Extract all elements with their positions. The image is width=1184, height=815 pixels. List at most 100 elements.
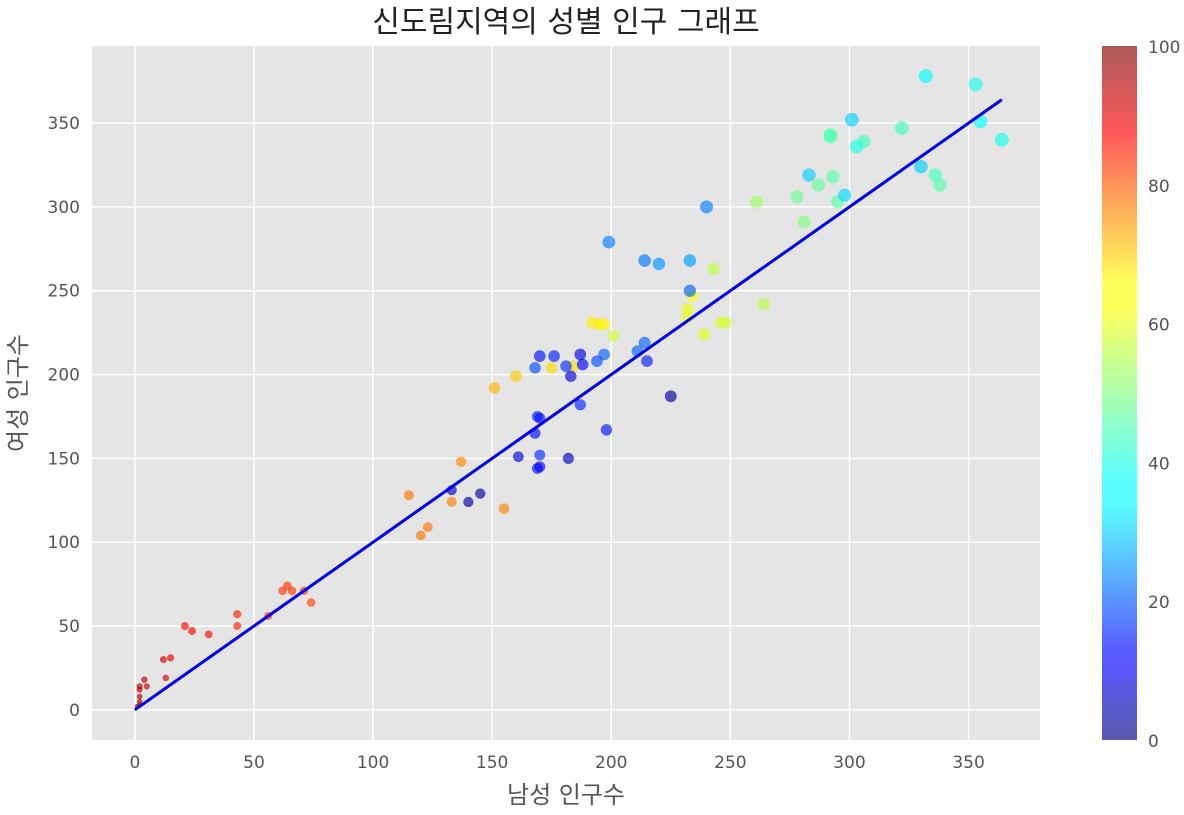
colorbar-tick-label: 60: [1148, 316, 1170, 336]
data-point: [707, 262, 720, 276]
data-point: [638, 336, 651, 349]
data-point: [188, 627, 196, 635]
x-axis-label: 남성 인구수: [507, 781, 625, 809]
data-point: [918, 69, 933, 84]
data-point: [844, 112, 859, 127]
data-point: [797, 215, 811, 229]
data-point: [233, 622, 242, 630]
data-point: [750, 195, 764, 209]
x-tick-label: 150: [476, 753, 508, 773]
data-point: [641, 355, 653, 368]
data-point: [159, 655, 168, 664]
data-point: [455, 456, 467, 467]
data-point: [233, 610, 242, 619]
data-point: [498, 503, 510, 514]
colorbar-tick-label: 20: [1148, 593, 1170, 613]
data-point: [143, 683, 150, 690]
data-point: [811, 178, 826, 192]
data-point: [849, 139, 864, 154]
data-point: [415, 530, 426, 541]
data-point: [683, 254, 697, 267]
colorbar: [1102, 46, 1137, 740]
y-axis-label: 여성 인구수: [4, 334, 32, 452]
data-point: [968, 77, 983, 92]
data-point: [598, 318, 611, 331]
data-point: [652, 257, 666, 271]
data-point: [136, 698, 143, 705]
data-point: [698, 328, 711, 341]
data-points: [134, 69, 1009, 710]
colorbar-tick-label: 0: [1148, 732, 1159, 752]
data-point: [894, 121, 909, 136]
y-tick-label: 0: [69, 701, 80, 721]
y-tick-label: 150: [48, 449, 80, 469]
data-point: [136, 683, 143, 690]
data-point: [422, 522, 433, 533]
x-tick-label: 100: [357, 753, 389, 773]
y-tick-label: 200: [48, 366, 80, 386]
data-point: [602, 235, 616, 249]
data-point: [488, 382, 501, 394]
x-tick-label: 200: [595, 753, 627, 773]
data-point: [141, 676, 148, 683]
data-point: [534, 412, 546, 424]
y-tick-label: 350: [48, 114, 80, 134]
y-tick-label: 50: [58, 617, 80, 637]
plot-area: [92, 46, 1040, 740]
data-point: [565, 370, 577, 382]
data-point: [574, 348, 587, 361]
x-tick-label: 50: [243, 753, 265, 773]
data-point: [928, 168, 942, 182]
data-point: [306, 598, 316, 607]
data-point: [560, 360, 572, 372]
x-tick-label: 300: [833, 753, 865, 773]
x-tick-label: 0: [129, 753, 140, 773]
data-point: [719, 316, 732, 329]
colorbar-tick-label: 100: [1148, 38, 1180, 58]
data-point: [574, 399, 586, 411]
data-point: [994, 132, 1009, 147]
y-tick-label: 300: [48, 198, 80, 218]
data-point: [683, 284, 697, 297]
data-point: [562, 452, 574, 464]
data-point: [475, 488, 486, 499]
data-point: [510, 370, 522, 382]
data-point: [933, 178, 947, 192]
data-point: [757, 297, 770, 311]
y-tick-labels: 0 50 100 150 200 250 300 350: [48, 114, 80, 721]
data-point: [529, 362, 541, 374]
data-point: [545, 362, 558, 374]
data-point: [802, 168, 816, 182]
data-point: [287, 586, 297, 596]
data-point: [700, 200, 714, 214]
data-point: [446, 496, 457, 508]
data-point: [548, 350, 560, 362]
colorbar-tick-label: 80: [1148, 177, 1170, 197]
data-point: [204, 630, 213, 639]
data-point: [790, 190, 804, 204]
data-point: [823, 129, 838, 144]
x-tick-labels: 0 50 100 150 200 250 300 350: [129, 753, 984, 773]
data-point: [180, 622, 189, 630]
data-point: [638, 254, 651, 267]
data-point: [838, 188, 852, 202]
data-point: [534, 461, 546, 473]
data-point: [576, 358, 589, 371]
reference-line: [134, 98, 1003, 712]
y-tick-label: 100: [48, 533, 80, 553]
colorbar-tick-labels: 0 20 40 60 80 100: [1148, 38, 1180, 752]
data-point: [664, 390, 677, 403]
data-point: [512, 451, 524, 463]
x-tick-label: 250: [714, 753, 746, 773]
data-point: [463, 496, 474, 508]
data-point: [914, 159, 928, 174]
data-point: [533, 350, 546, 362]
chart-title: 신도림지역의 성별 인구 그래프: [372, 5, 759, 40]
data-point: [591, 355, 603, 367]
data-point: [167, 654, 175, 662]
data-point: [534, 449, 546, 461]
data-point: [826, 170, 840, 184]
data-point: [136, 693, 143, 700]
colorbar-tick-label: 40: [1148, 454, 1170, 474]
